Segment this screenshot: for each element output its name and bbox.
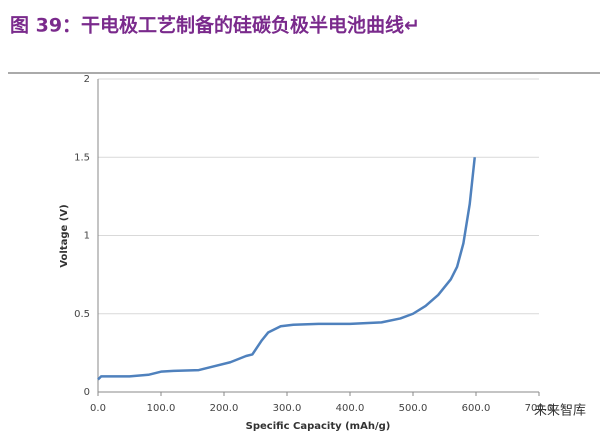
watermark: 未来智库	[534, 403, 586, 419]
y-tick-label: 0	[84, 387, 90, 398]
y-tick-label: 0.5	[74, 309, 90, 320]
x-tick-label: 400.0	[336, 403, 365, 414]
x-axis-label: Specific Capacity (mAh/g)	[246, 421, 391, 432]
x-tick-label: 700.0	[525, 403, 554, 414]
x-tick-label: 500.0	[399, 403, 428, 414]
data-line	[97, 157, 476, 381]
y-tick-label: 1.5	[74, 152, 90, 163]
x-tick-label: 600.0	[462, 403, 491, 414]
x-tick-label: 200.0	[210, 403, 239, 414]
x-tick-label: 100.0	[147, 403, 176, 414]
x-tick-label: 0.0	[90, 403, 106, 414]
chart-title: 图 39：干电极工艺制备的硅碳负极半电池曲线↵	[10, 14, 420, 37]
y-axis-label: Voltage (V)	[59, 204, 70, 267]
y-tick-label: 2	[84, 74, 90, 85]
y-tick-label: 1	[84, 231, 90, 242]
x-tick-label: 300.0	[273, 403, 302, 414]
